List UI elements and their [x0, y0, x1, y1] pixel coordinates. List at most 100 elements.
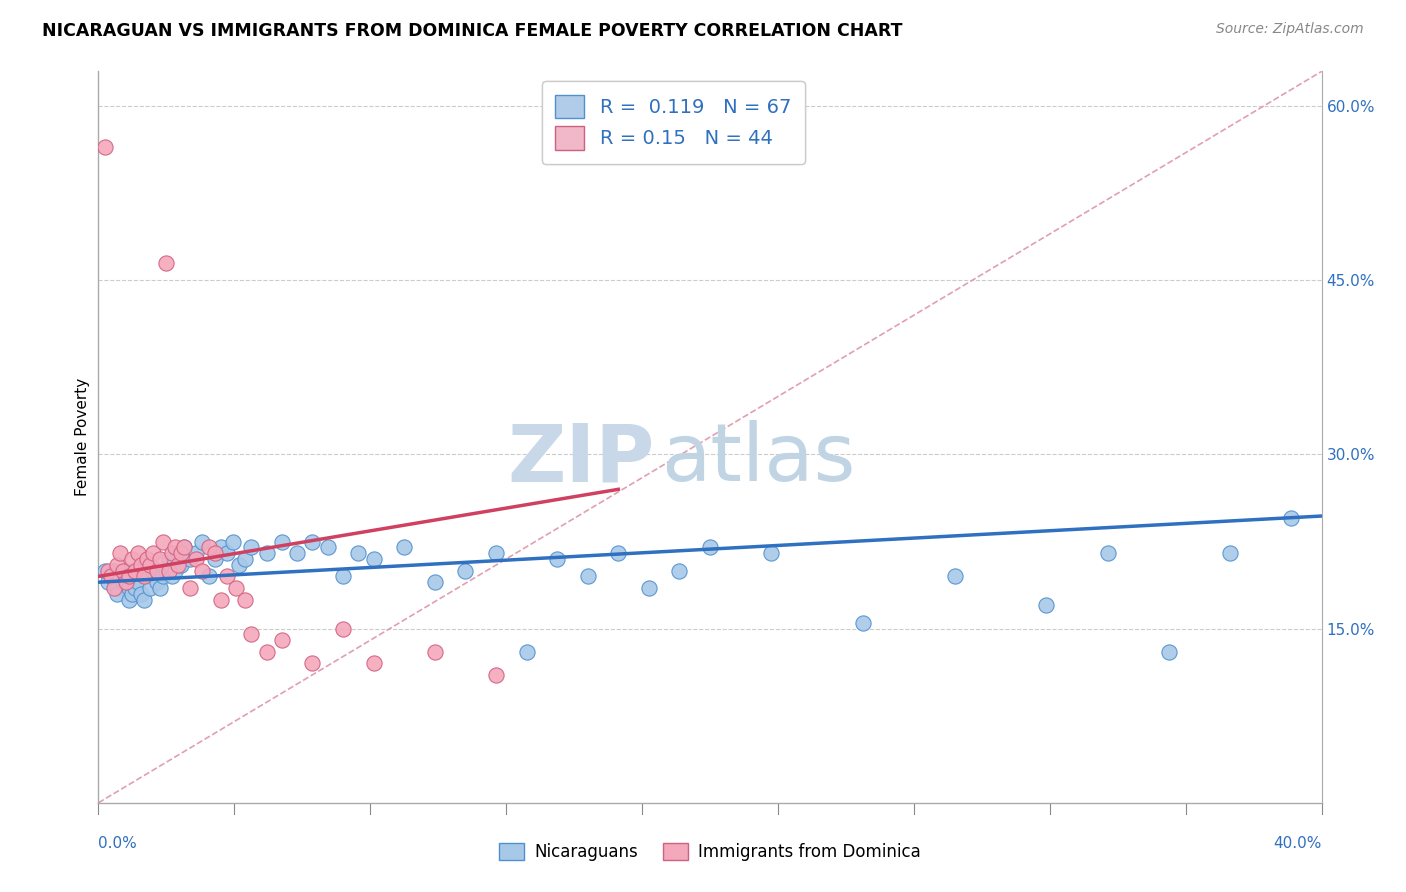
Point [142, 546, 165, 560]
Point [301, 534, 323, 549]
Point [103, 564, 125, 578]
Point [157, 552, 180, 566]
Point [100, 569, 122, 583]
Point [145, 564, 167, 578]
Point [139, 558, 162, 572]
Point [129, 587, 152, 601]
Point [607, 546, 630, 560]
Point [285, 546, 308, 560]
Point [127, 546, 149, 560]
Point [215, 546, 238, 560]
Point [105, 587, 128, 601]
Point [157, 564, 180, 578]
Point [100, 569, 122, 583]
Point [134, 569, 156, 583]
Point [167, 546, 190, 560]
Point [197, 569, 219, 583]
Point [332, 569, 354, 583]
Point [179, 581, 201, 595]
Point [152, 569, 174, 583]
Point [97, 575, 120, 590]
Legend: R =  0.119   N = 67, R = 0.15   N = 44: R = 0.119 N = 67, R = 0.15 N = 44 [541, 81, 806, 163]
Point [170, 546, 193, 560]
Point [204, 552, 226, 566]
Point [1157, 645, 1180, 659]
Point [1279, 511, 1302, 525]
Point [240, 541, 263, 555]
Point [1219, 546, 1241, 560]
Point [1097, 546, 1119, 560]
Point [136, 569, 159, 583]
Point [215, 569, 238, 583]
Point [516, 645, 538, 659]
Point [240, 627, 263, 641]
Point [155, 256, 177, 270]
Point [111, 564, 134, 578]
Point [155, 564, 177, 578]
Point [943, 569, 966, 583]
Point [118, 592, 141, 607]
Point [170, 558, 193, 572]
Point [209, 541, 232, 555]
Point [108, 569, 131, 583]
Point [105, 558, 128, 572]
Point [392, 541, 416, 555]
Point [145, 575, 167, 590]
Point [163, 541, 186, 555]
Point [136, 552, 159, 566]
Point [115, 564, 138, 578]
Point [186, 552, 208, 566]
Point [209, 592, 232, 607]
Point [160, 546, 183, 560]
Point [118, 569, 141, 583]
Point [423, 645, 446, 659]
Point [127, 575, 149, 590]
Point [485, 546, 508, 560]
Point [222, 534, 245, 549]
Point [270, 534, 292, 549]
Point [160, 569, 183, 583]
Point [93, 564, 115, 578]
Point [118, 581, 141, 595]
Point [423, 575, 446, 590]
Point [576, 569, 599, 583]
Point [152, 534, 174, 549]
Text: ZIP: ZIP [508, 420, 655, 498]
Point [759, 546, 782, 560]
Point [134, 592, 156, 607]
Point [191, 534, 214, 549]
Point [256, 645, 278, 659]
Point [546, 552, 568, 566]
Point [485, 668, 508, 682]
Point [173, 541, 195, 555]
Point [197, 541, 219, 555]
Point [115, 575, 138, 590]
Point [108, 546, 131, 560]
Point [225, 581, 247, 595]
Point [97, 564, 120, 578]
Point [163, 564, 186, 578]
Point [149, 552, 172, 566]
Point [167, 558, 190, 572]
Point [233, 592, 256, 607]
Text: atlas: atlas [661, 420, 855, 498]
Text: Source: ZipAtlas.com: Source: ZipAtlas.com [1216, 22, 1364, 37]
Y-axis label: Female Poverty: Female Poverty [75, 378, 90, 496]
Point [142, 564, 165, 578]
Point [129, 558, 152, 572]
Point [105, 581, 128, 595]
Point [668, 564, 690, 578]
Point [173, 541, 195, 555]
Text: NICARAGUAN VS IMMIGRANTS FROM DOMINICA FEMALE POVERTY CORRELATION CHART: NICARAGUAN VS IMMIGRANTS FROM DOMINICA F… [42, 22, 903, 40]
Text: 0.0%: 0.0% [98, 836, 138, 851]
Point [301, 657, 323, 671]
Point [204, 546, 226, 560]
Point [363, 552, 385, 566]
Point [191, 564, 214, 578]
Point [454, 564, 477, 578]
Point [121, 587, 143, 601]
Point [332, 622, 354, 636]
Point [186, 546, 208, 560]
Point [363, 657, 385, 671]
Point [637, 581, 661, 595]
